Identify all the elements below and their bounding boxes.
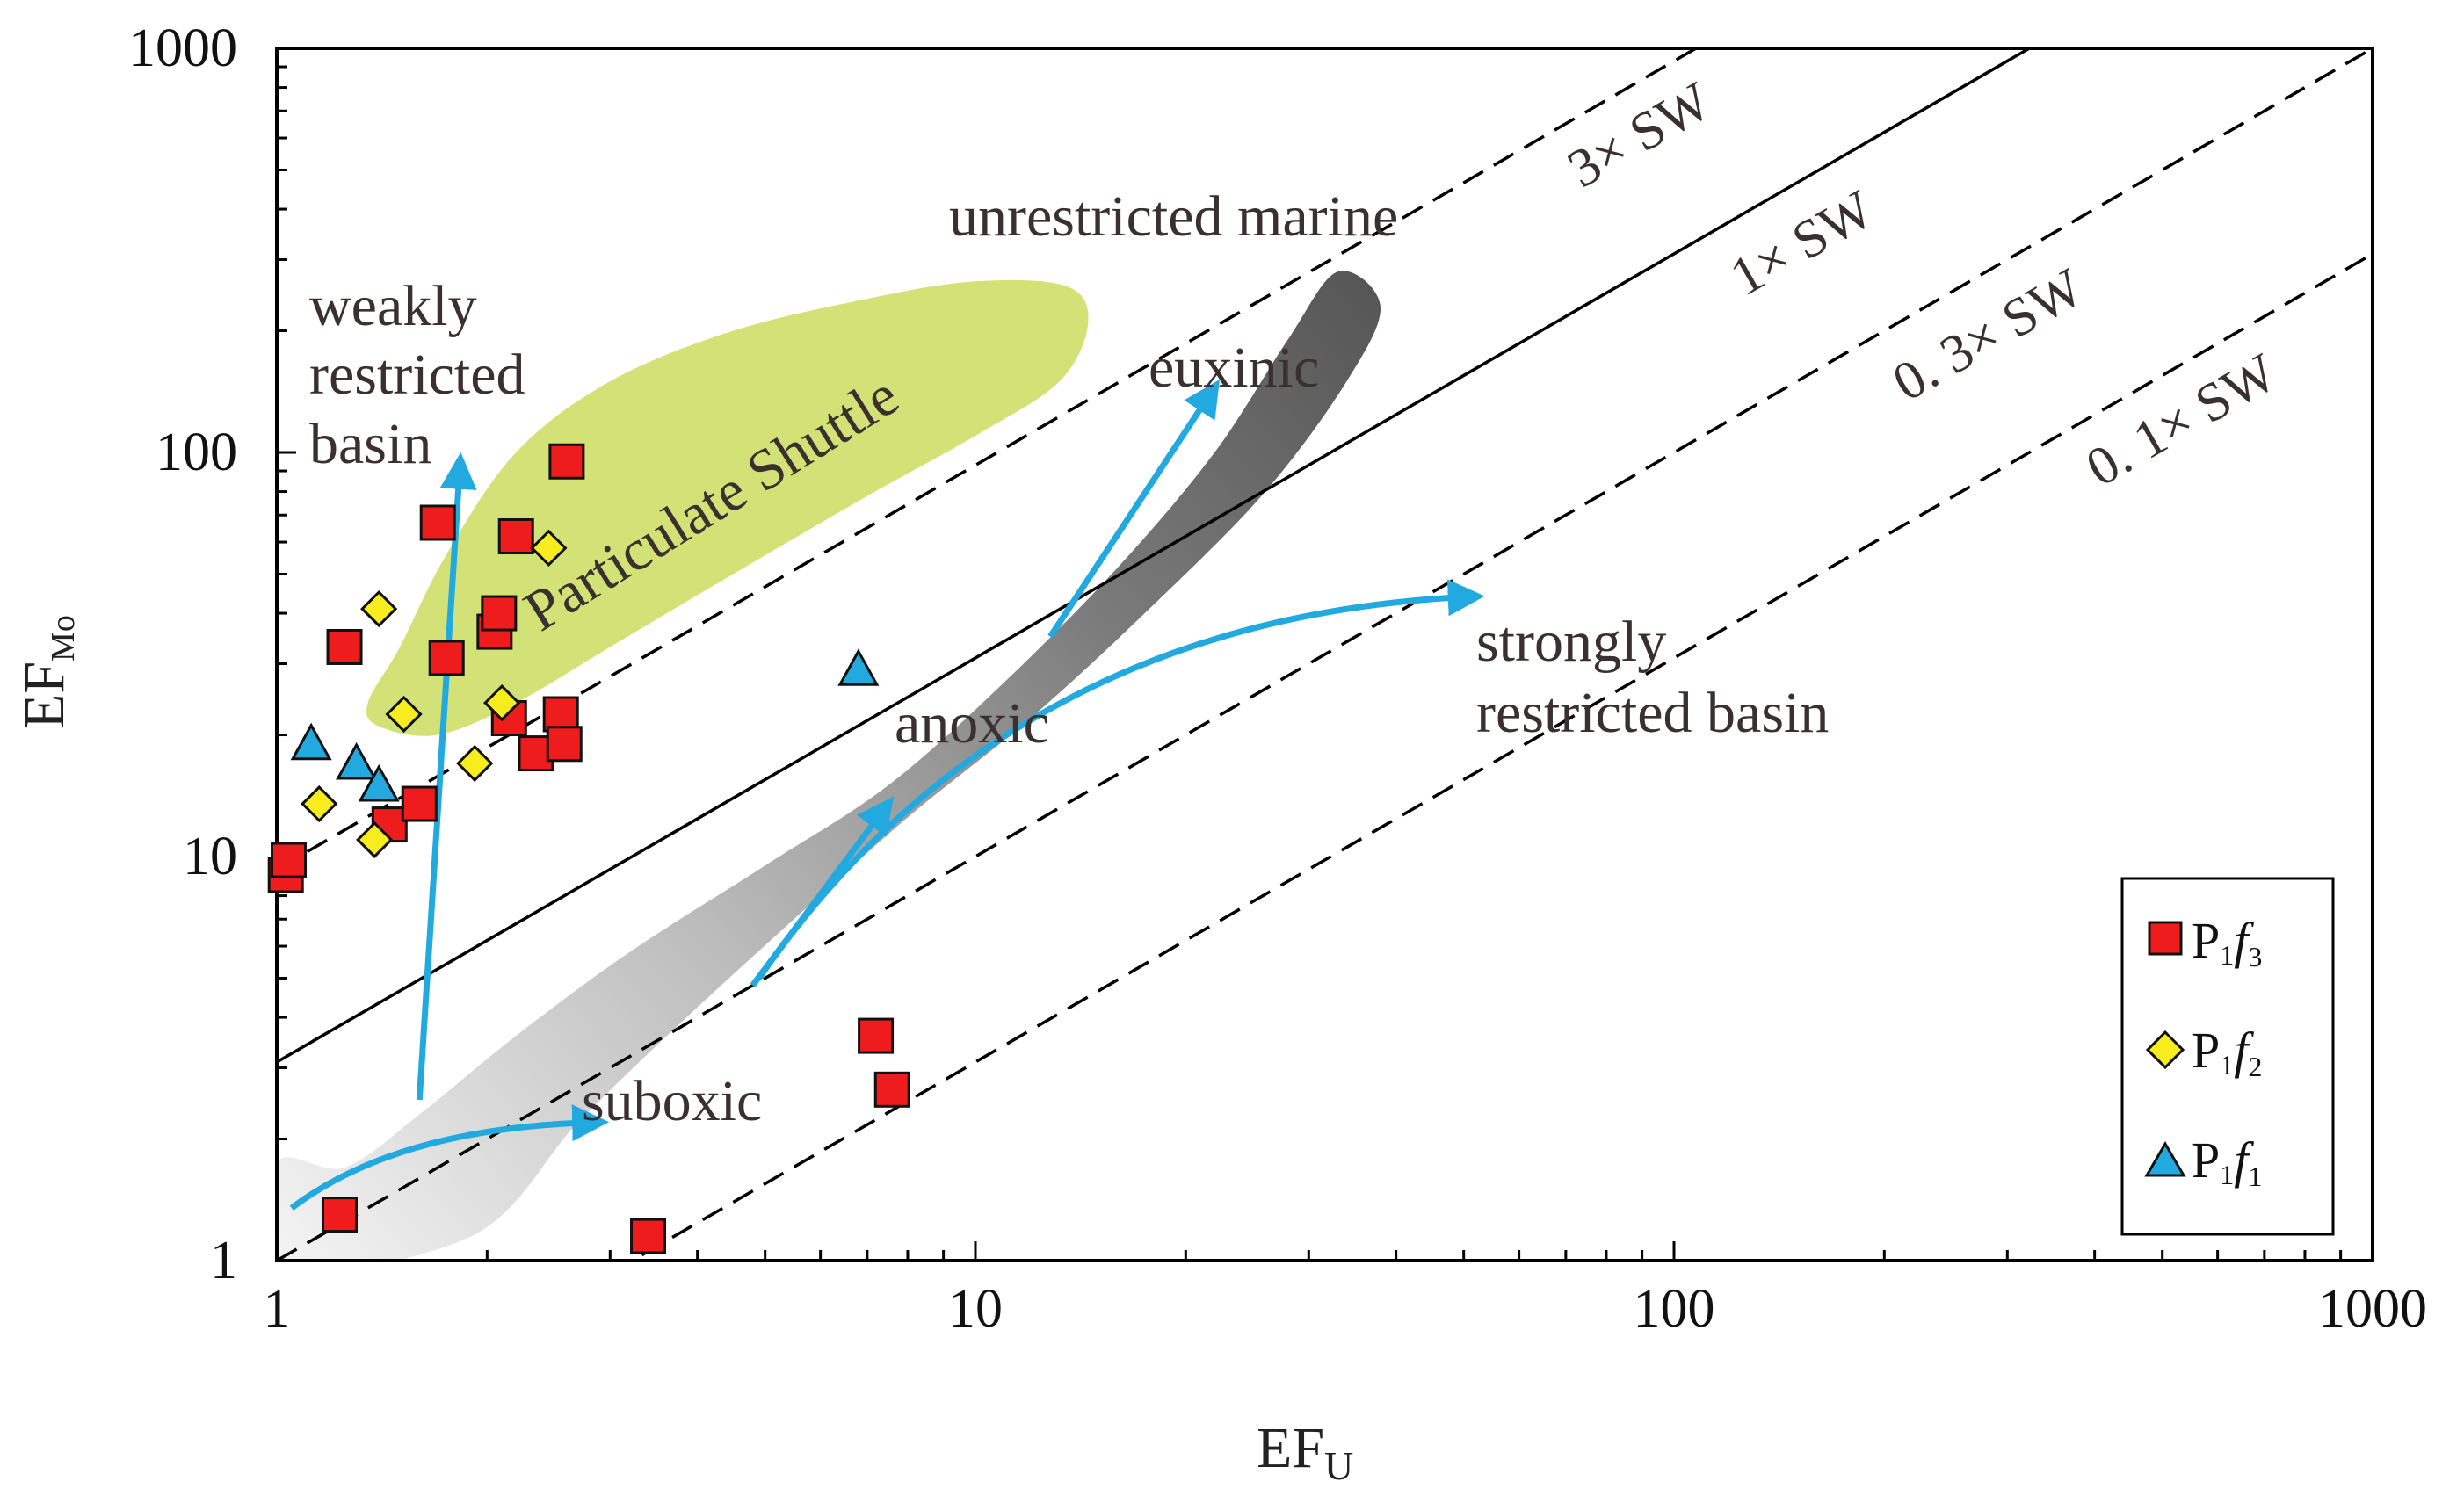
unrestricted-marine-label: unrestricted marine — [949, 184, 1398, 249]
plot-frame — [275, 47, 2374, 1262]
x-tick-label: 1000 — [2318, 1279, 2427, 1339]
suboxic-label: suboxic — [582, 1069, 762, 1133]
point-p1f2 — [530, 529, 568, 567]
point-p1f3 — [321, 1197, 358, 1233]
point-p1f1 — [837, 648, 880, 686]
point-p1f1 — [358, 763, 400, 802]
trend-arrow-4 — [1047, 380, 1221, 639]
point-p1f3 — [630, 1218, 667, 1254]
point-p1f2 — [385, 695, 423, 734]
legend: P1f3 P1f2 P1f1 — [2120, 877, 2335, 1236]
point-p1f1 — [336, 741, 378, 780]
trend-arrow-0 — [416, 452, 477, 1101]
y-tick-label: 10 — [183, 827, 237, 886]
strongly-restricted-basin-label: restricted basin — [1476, 681, 1829, 745]
particulate-shuttle-region — [366, 279, 1089, 736]
point-p1f3 — [546, 726, 583, 763]
ref-label-1sw: 1× SW — [1721, 179, 1884, 307]
legend-marker-p1f3 — [2148, 921, 2183, 956]
restricted-label: restricted — [309, 343, 525, 407]
point-p1f3 — [858, 1017, 895, 1054]
point-p1f3 — [481, 595, 518, 632]
reference-line-1 — [277, 48, 2033, 1064]
ref-label-3sw: 3× SW — [1558, 71, 1721, 199]
strongly-label: strongly — [1476, 610, 1666, 674]
y-tick-label: 100 — [156, 423, 237, 482]
euxinic-label: euxinic — [1149, 336, 1319, 400]
y-axis-title: EFMo — [12, 615, 82, 729]
trend-arrow-3 — [756, 579, 1485, 980]
x-tick-label: 100 — [1634, 1279, 1715, 1339]
basin-label: basin — [309, 412, 431, 476]
point-p1f3 — [419, 504, 456, 541]
trend-arrow-1 — [289, 1104, 610, 1211]
point-p1f1 — [290, 722, 332, 761]
y-tick-label: 1000 — [128, 18, 237, 78]
legend-marker-p1f2 — [2145, 1030, 2185, 1070]
point-p1f3 — [497, 517, 534, 554]
x-axis-title: EFU — [1257, 1416, 1353, 1488]
point-p1f3 — [428, 640, 465, 676]
point-p1f3 — [542, 696, 579, 733]
point-p1f3 — [873, 1071, 910, 1108]
point-p1f2 — [456, 744, 494, 783]
point-p1f2 — [301, 784, 338, 823]
point-p1f3 — [548, 443, 585, 480]
x-tick-label: 1 — [264, 1279, 291, 1339]
reference-line-0 — [277, 48, 1699, 871]
point-p1f3 — [401, 785, 438, 822]
point-p1f2 — [360, 589, 398, 628]
legend-marker-p1f1 — [2144, 1141, 2186, 1177]
ref-label-03sw: 0. 3× SW — [1883, 257, 2093, 413]
point-p1f2 — [483, 683, 521, 722]
point-p1f2 — [356, 821, 394, 859]
legend-label-p1f3: P1f3 — [2192, 912, 2262, 972]
y-tick-label: 1 — [210, 1231, 237, 1290]
unrestricted-euxinic-region — [277, 271, 1381, 1261]
x-tick-label: 10 — [948, 1279, 1003, 1339]
point-p1f3 — [271, 842, 308, 878]
anoxic-label: anoxic — [895, 691, 1049, 756]
point-p1f3 — [326, 628, 363, 665]
weakly-label: weakly — [309, 274, 477, 338]
reference-line-2 — [277, 48, 2373, 1261]
reference-line-3 — [628, 252, 2373, 1261]
